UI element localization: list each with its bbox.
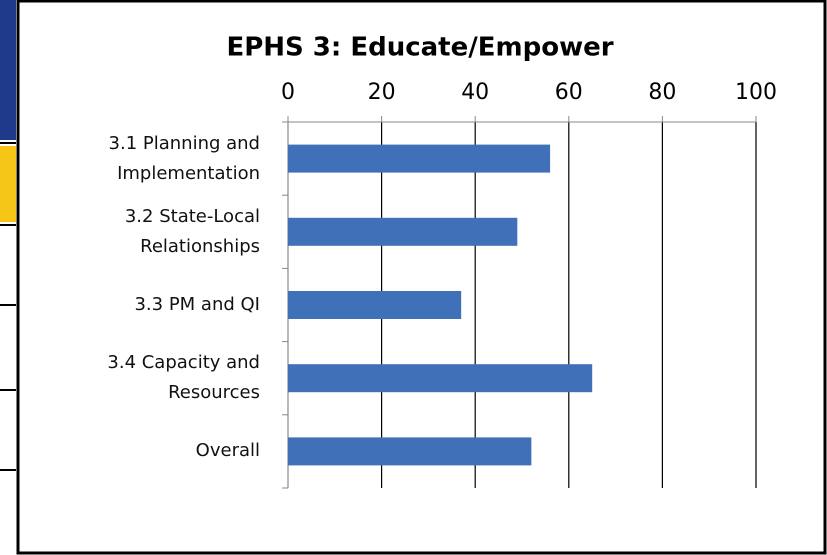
bar — [288, 291, 462, 319]
bar — [288, 144, 551, 173]
x-tick-label: 40 — [461, 80, 489, 105]
bar — [288, 437, 532, 466]
chart-frame — [16, 0, 827, 555]
side-table-lines — [0, 142, 16, 471]
y-tick-label: 3.3 PM and QI — [134, 294, 260, 315]
x-tick-label: 20 — [368, 80, 396, 105]
y-tick-label: Overall — [195, 440, 260, 462]
bar — [288, 364, 593, 393]
chart-title: EPHS 3: Educate/Empower — [226, 33, 613, 63]
side-header — [0, 0, 16, 140]
side-highlight — [0, 146, 16, 222]
y-tick-label: 3.1 Planning and Implementation — [108, 132, 260, 184]
y-tick-label: 3.2 State-Local Relationships — [124, 205, 260, 257]
x-tick-label: 60 — [555, 80, 583, 105]
x-tick-label: 100 — [735, 80, 777, 105]
x-tick-label: 0 — [281, 80, 295, 105]
bar — [288, 217, 518, 246]
x-tick-label: 80 — [648, 80, 676, 105]
y-tick-label: 3.4 Capacity and Resources — [107, 352, 260, 404]
